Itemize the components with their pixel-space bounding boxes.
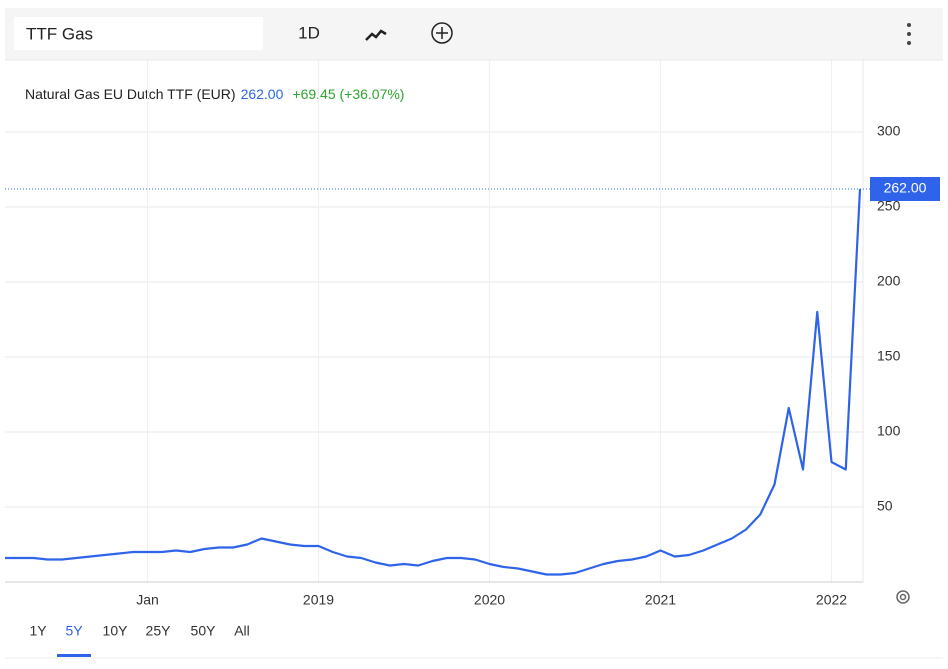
y-tick-label: 150 [877, 348, 901, 364]
search-text[interactable]: TTF Gas [26, 24, 93, 43]
range-button[interactable]: 10Y [103, 623, 129, 639]
change: +69.45 (+36.07%) [292, 86, 404, 102]
chart-title: Natural Gas EU Dutch TTF (EUR) 262.00 +69.… [25, 86, 404, 102]
y-tick-label: 100 [877, 423, 901, 439]
last-value-box [870, 177, 940, 201]
plot: 50 100 150 200 250 300 Jan 2019 2020 2021 2022 262.… [5, 59, 943, 608]
y-tick-label: 200 [877, 273, 901, 289]
y-tick-label: 250 [877, 198, 901, 214]
last-value-label: 262.00 [884, 180, 927, 196]
add-icon-plus [436, 27, 448, 39]
x-tick-label: Jan [136, 592, 159, 608]
y-tick-label: 50 [877, 498, 893, 514]
interval-button[interactable]: 1D [298, 23, 320, 42]
x-tick-label: 2021 [645, 592, 676, 608]
range-button[interactable]: 50Y [191, 623, 217, 639]
settings-icon[interactable] [896, 590, 910, 604]
y-tick-label: 300 [877, 123, 901, 139]
x-tick-label: 2022 [816, 592, 847, 608]
chart-type-icon[interactable] [365, 29, 387, 41]
x-tick-label: 2019 [303, 592, 334, 608]
price-line [5, 188, 862, 576]
x-tick-label: 2020 [474, 592, 505, 608]
last-value: 262.00 [241, 86, 284, 102]
range-button[interactable]: 25Y [146, 623, 172, 639]
add-icon[interactable] [431, 22, 453, 44]
range-selected-underline [57, 654, 91, 657]
search-box[interactable] [14, 17, 263, 50]
title: Natural Gas EU Dutch TTF (EUR) [25, 86, 236, 102]
menu-icon[interactable] [907, 23, 911, 45]
range-button[interactable]: 1Y [29, 623, 47, 639]
range-button[interactable]: All [234, 623, 250, 639]
range-button[interactable]: 5Y [65, 623, 83, 639]
